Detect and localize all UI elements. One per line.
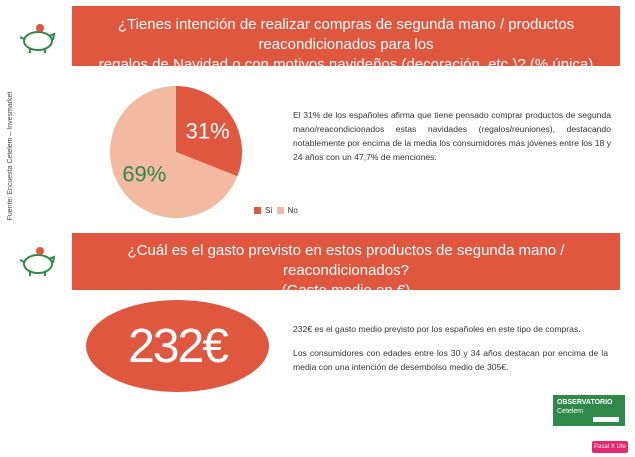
logo-subtitle: Cetelem	[557, 408, 584, 415]
section1-title-line1: ¿Tienes intención de realizar compras de…	[117, 16, 575, 53]
chart-legend: Sí No	[254, 206, 298, 215]
legend-label-no: No	[287, 206, 298, 215]
section2-title-line1: ¿Cuál es el gasto previsto en estos prod…	[127, 242, 565, 279]
section1-banner: ¿Tienes intención de realizar compras de…	[72, 6, 620, 73]
pie-slice-no	[110, 86, 238, 218]
average-spend-value: 232€	[128, 319, 229, 373]
average-spend-badge: 232€	[86, 300, 269, 392]
source-note: Fuente: Encuesta Cetelem – Invesmarket	[7, 91, 14, 221]
logo-title: OBSERVATORIO	[557, 399, 613, 406]
pie-chart: 31% 69%	[110, 86, 243, 218]
corner-badge: Pasal X Ute	[592, 441, 628, 453]
section1-title-line2: regalos de Navidad o con motivos navideñ…	[98, 56, 594, 73]
pie-value-label-si: 31%	[186, 118, 230, 143]
section2-paragraph2: Los consumidores con edades entre los 30…	[293, 348, 608, 372]
legend-label-si: Sí	[265, 206, 273, 215]
section2-title-line2: (Gasto medio en €)	[281, 282, 411, 299]
section2-text: 232€ es el gasto medio previsto por los …	[293, 322, 608, 384]
piggy-bank-icon	[18, 22, 60, 59]
observatorio-logo: OBSERVATORIO Cetelem	[553, 395, 625, 426]
section1-paragraph: El 31% de los españoles afirma que tiene…	[293, 110, 611, 162]
section2-banner: ¿Cuál es el gasto previsto en estos prod…	[72, 233, 620, 299]
piggy-bank-icon	[18, 245, 60, 282]
logo-strip	[593, 417, 619, 422]
pie-slice-si	[176, 86, 243, 177]
legend-swatch-si	[254, 207, 261, 214]
section2-paragraph1: 232€ es el gasto medio previsto por los …	[293, 324, 581, 334]
legend-swatch-no	[276, 207, 284, 214]
pie-value-label-no: 69%	[122, 162, 166, 187]
